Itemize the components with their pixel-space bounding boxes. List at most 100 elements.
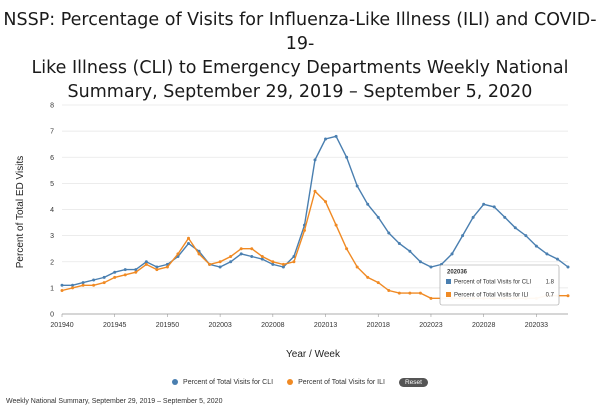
data-point-ili[interactable] — [271, 260, 275, 264]
data-point-cli[interactable] — [555, 257, 559, 261]
data-point-ili[interactable] — [429, 296, 433, 300]
tooltip-cli-swatch — [446, 279, 451, 284]
data-point-ili[interactable] — [366, 275, 370, 279]
data-point-ili[interactable] — [313, 189, 317, 193]
title-line-3: Summary, September 29, 2019 – September … — [67, 82, 533, 102]
data-point-cli[interactable] — [134, 268, 138, 272]
legend-ili-dot — [287, 379, 294, 385]
data-point-ili[interactable] — [102, 281, 106, 285]
data-point-ili[interactable] — [197, 252, 201, 256]
data-point-ili[interactable] — [123, 273, 127, 277]
data-point-ili[interactable] — [81, 283, 85, 287]
data-point-cli[interactable] — [260, 257, 264, 261]
data-point-ili[interactable] — [208, 262, 212, 266]
data-point-cli[interactable] — [397, 241, 401, 245]
data-point-cli[interactable] — [503, 215, 507, 219]
data-point-ili[interactable] — [334, 223, 338, 227]
data-point-cli[interactable] — [355, 184, 359, 188]
data-point-cli[interactable] — [218, 265, 222, 269]
data-point-ili[interactable] — [387, 288, 391, 292]
title-line-2: Like Illness (CLI) to Emergency Departme… — [31, 58, 569, 78]
chart-title: NSSP: Percentage of Visits for Influenza… — [0, 8, 600, 104]
data-point-cli[interactable] — [313, 158, 317, 162]
data-point-cli[interactable] — [418, 260, 422, 264]
data-point-ili[interactable] — [229, 255, 233, 259]
data-point-ili[interactable] — [418, 291, 422, 295]
data-point-ili[interactable] — [155, 268, 159, 272]
data-point-cli[interactable] — [144, 260, 148, 264]
data-point-cli[interactable] — [534, 244, 538, 248]
x-axis: 201940 201945 201950 202003 202008 202013 2020… — [50, 313, 568, 329]
data-point-cli[interactable] — [408, 249, 412, 253]
data-point-cli[interactable] — [429, 265, 433, 269]
data-point-ili[interactable] — [165, 265, 169, 269]
data-point-cli[interactable] — [524, 234, 528, 238]
data-point-ili[interactable] — [92, 283, 96, 287]
footer-caption: Weekly National Summary, September 29, 2… — [6, 398, 223, 405]
y-tick-label: 5 — [50, 181, 54, 188]
data-point-cli[interactable] — [545, 252, 549, 256]
data-point-ili[interactable] — [355, 265, 359, 269]
data-point-ili[interactable] — [250, 247, 254, 251]
data-point-ili[interactable] — [71, 286, 75, 290]
data-point-ili[interactable] — [376, 281, 380, 285]
data-point-cli[interactable] — [229, 260, 233, 264]
data-point-cli[interactable] — [92, 278, 96, 282]
data-point-cli[interactable] — [281, 265, 285, 269]
data-point-ili[interactable] — [281, 262, 285, 266]
tooltip-ili-value: 0.7 — [546, 293, 555, 299]
data-point-cli[interactable] — [387, 231, 391, 235]
reset-button[interactable]: Reset — [398, 377, 428, 387]
data-point-ili[interactable] — [176, 252, 180, 256]
data-point-cli[interactable] — [461, 234, 465, 238]
data-point-cli[interactable] — [102, 275, 106, 279]
data-point-ili[interactable] — [566, 294, 570, 298]
data-point-cli[interactable] — [113, 270, 117, 274]
data-point-ili[interactable] — [302, 228, 306, 232]
data-point-ili[interactable] — [113, 275, 117, 279]
data-point-cli[interactable] — [376, 215, 380, 219]
data-point-ili[interactable] — [345, 247, 349, 251]
y-axis: 0 1 2 3 4 5 6 7 8 — [50, 103, 54, 319]
data-point-cli[interactable] — [471, 215, 475, 219]
x-tick-label: 202023 — [419, 322, 442, 329]
data-point-ili[interactable] — [324, 200, 328, 204]
data-point-cli[interactable] — [566, 265, 570, 269]
y-tick-label: 6 — [50, 155, 54, 162]
data-point-cli[interactable] — [123, 268, 127, 272]
data-point-cli[interactable] — [239, 252, 243, 256]
data-point-ili[interactable] — [239, 247, 243, 251]
data-point-cli[interactable] — [250, 255, 254, 259]
x-tick-label: 202013 — [314, 322, 337, 329]
legend-item-ili[interactable]: Percent of Total Visits for ILI — [287, 379, 385, 386]
data-point-cli[interactable] — [334, 134, 338, 138]
data-point-cli[interactable] — [492, 205, 496, 209]
data-point-cli[interactable] — [482, 202, 486, 206]
data-point-cli[interactable] — [292, 255, 296, 259]
data-point-ili[interactable] — [134, 270, 138, 274]
data-point-cli[interactable] — [271, 262, 275, 266]
data-point-ili[interactable] — [187, 236, 190, 240]
data-point-cli[interactable] — [81, 281, 85, 285]
data-point-ili[interactable] — [408, 291, 412, 295]
data-point-ili[interactable] — [397, 291, 401, 295]
y-tick-label: 8 — [50, 103, 54, 110]
data-point-ili[interactable] — [144, 262, 148, 266]
data-point-cli[interactable] — [450, 252, 454, 256]
data-point-cli[interactable] — [71, 283, 75, 287]
tooltip-ili-label: Percent of Total Visits for ILI — [454, 293, 529, 299]
data-point-cli[interactable] — [513, 226, 517, 230]
data-point-cli[interactable] — [187, 241, 190, 245]
x-tick-label: 202033 — [525, 322, 548, 329]
data-point-ili[interactable] — [60, 288, 64, 292]
data-point-cli[interactable] — [324, 137, 328, 141]
data-point-ili[interactable] — [292, 260, 296, 264]
data-point-cli[interactable] — [155, 265, 159, 269]
data-point-ili[interactable] — [260, 255, 264, 259]
legend-item-cli[interactable]: Percent of Total Visits for CLI — [172, 379, 273, 386]
y-tick-label: 3 — [50, 233, 54, 240]
data-point-ili[interactable] — [218, 260, 222, 264]
data-point-cli[interactable] — [60, 283, 64, 287]
data-point-cli[interactable] — [345, 155, 349, 159]
data-point-cli[interactable] — [366, 202, 370, 206]
